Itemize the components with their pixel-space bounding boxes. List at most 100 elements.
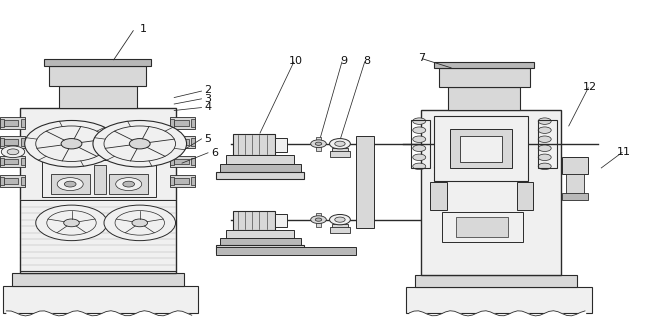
Circle shape xyxy=(330,139,350,149)
Bar xyxy=(330,151,350,157)
Text: 10: 10 xyxy=(289,57,303,66)
Bar xyxy=(226,155,294,164)
Bar xyxy=(170,175,195,187)
Text: 11: 11 xyxy=(617,147,631,157)
Text: 6: 6 xyxy=(211,148,218,158)
Bar xyxy=(191,119,195,127)
Circle shape xyxy=(315,218,322,221)
Bar xyxy=(0,136,25,148)
Bar xyxy=(220,164,301,173)
Circle shape xyxy=(64,181,76,187)
Bar xyxy=(49,66,146,86)
Bar xyxy=(456,217,508,237)
Bar xyxy=(174,159,188,164)
Bar xyxy=(191,158,195,165)
Bar xyxy=(12,273,184,286)
Circle shape xyxy=(335,217,345,222)
Bar xyxy=(450,129,512,168)
Circle shape xyxy=(538,127,551,133)
Bar xyxy=(170,117,195,129)
Bar xyxy=(20,108,176,273)
Bar xyxy=(316,213,321,227)
Circle shape xyxy=(311,216,326,224)
Circle shape xyxy=(123,181,135,187)
Bar xyxy=(233,134,275,155)
Bar xyxy=(0,138,4,146)
Circle shape xyxy=(61,139,82,149)
Bar xyxy=(538,120,557,168)
Bar xyxy=(434,62,534,68)
Bar xyxy=(332,224,348,228)
Circle shape xyxy=(538,136,551,142)
Bar xyxy=(21,119,25,127)
Bar xyxy=(220,238,301,246)
Text: 9: 9 xyxy=(341,57,347,66)
Bar xyxy=(174,120,188,126)
Circle shape xyxy=(413,154,426,161)
Bar xyxy=(170,158,174,165)
Bar xyxy=(3,286,198,313)
Circle shape xyxy=(335,141,345,146)
Bar xyxy=(174,178,188,184)
Bar xyxy=(58,86,136,108)
Text: 7: 7 xyxy=(418,53,424,63)
Bar xyxy=(44,59,151,66)
Bar xyxy=(421,110,561,275)
Text: 8: 8 xyxy=(363,57,370,66)
Bar xyxy=(332,148,348,152)
Bar xyxy=(0,177,4,185)
Circle shape xyxy=(538,145,551,151)
Bar xyxy=(216,172,304,179)
Bar xyxy=(442,212,523,242)
Bar xyxy=(0,119,4,127)
Bar xyxy=(275,214,287,227)
Bar xyxy=(517,182,533,210)
Bar xyxy=(42,160,156,197)
Bar xyxy=(109,174,148,194)
Bar xyxy=(170,138,174,146)
Circle shape xyxy=(57,178,83,191)
Bar xyxy=(434,116,528,181)
Text: 1: 1 xyxy=(140,24,146,34)
Bar xyxy=(0,117,25,129)
Circle shape xyxy=(538,118,551,124)
Bar xyxy=(0,175,25,187)
Circle shape xyxy=(93,120,187,167)
Bar xyxy=(562,193,588,200)
Bar xyxy=(4,120,18,126)
Bar xyxy=(51,174,90,194)
Bar xyxy=(430,182,447,210)
Circle shape xyxy=(25,120,118,167)
Bar xyxy=(562,157,588,174)
Bar xyxy=(216,247,356,255)
Text: 3: 3 xyxy=(205,94,211,103)
Circle shape xyxy=(315,142,322,145)
Bar xyxy=(4,139,18,145)
Bar xyxy=(170,119,174,127)
Circle shape xyxy=(132,219,148,227)
Bar xyxy=(406,287,592,313)
Text: 4: 4 xyxy=(205,102,211,112)
Bar xyxy=(170,177,174,185)
Bar xyxy=(316,137,321,151)
Bar xyxy=(439,68,530,87)
Bar xyxy=(216,245,304,253)
Circle shape xyxy=(413,163,426,170)
Bar xyxy=(191,177,195,185)
Bar xyxy=(21,138,25,146)
Circle shape xyxy=(538,154,551,161)
Circle shape xyxy=(1,146,25,158)
Bar xyxy=(20,200,176,271)
Bar xyxy=(566,174,584,194)
Bar xyxy=(275,138,287,152)
Circle shape xyxy=(413,127,426,133)
Bar xyxy=(356,136,374,228)
Bar xyxy=(0,156,25,167)
Text: 2: 2 xyxy=(205,86,211,95)
Bar xyxy=(170,136,195,148)
Bar xyxy=(94,165,106,194)
Circle shape xyxy=(129,139,150,149)
Bar xyxy=(4,159,18,164)
Circle shape xyxy=(538,163,551,170)
Circle shape xyxy=(413,145,426,151)
